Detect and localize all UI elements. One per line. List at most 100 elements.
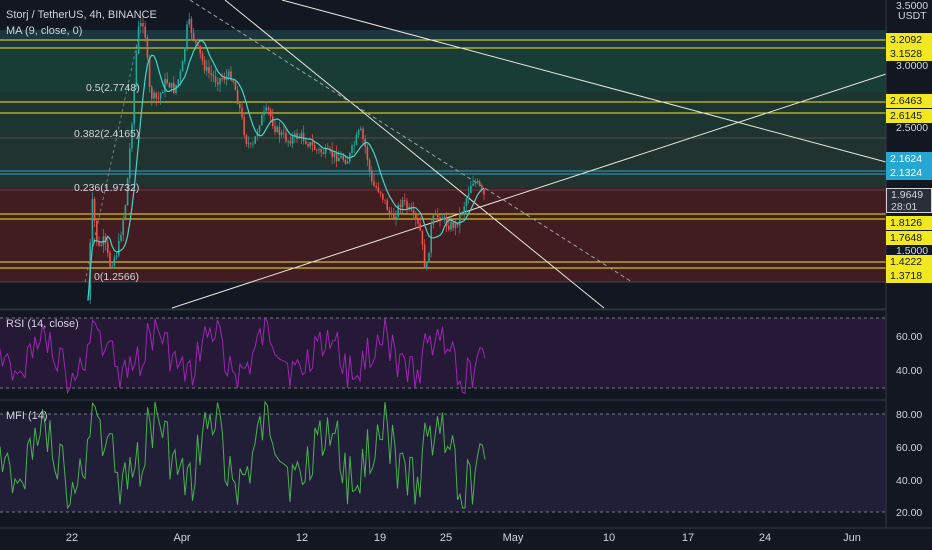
candle-body	[129, 148, 131, 179]
candle-body	[212, 74, 215, 77]
date-label-may: May	[502, 532, 524, 544]
candle-body	[100, 245, 102, 247]
candle-body	[243, 117, 245, 136]
price-tick-1-5: 1.5000	[896, 245, 929, 257]
candle-body	[208, 67, 210, 73]
candle-body	[296, 133, 298, 139]
candle-body	[214, 76, 217, 83]
candle-body	[285, 133, 287, 142]
mfi-line	[0, 400, 486, 510]
candle-body	[186, 24, 188, 48]
candle-body	[124, 205, 127, 219]
candle-body	[175, 84, 177, 94]
candle-body	[340, 155, 342, 158]
candle-body	[252, 143, 254, 145]
candle-body	[399, 204, 402, 208]
candle-body	[190, 18, 193, 34]
candle-body	[417, 219, 419, 224]
price-tag-1-7648: 1.7648	[886, 231, 932, 245]
date-label-25: 25	[439, 532, 453, 544]
candle-body	[342, 155, 344, 160]
candle-body	[153, 92, 155, 99]
candle-body	[122, 218, 124, 236]
candle-body	[289, 140, 292, 144]
candle-body	[188, 18, 190, 25]
candle-body	[355, 134, 358, 145]
candle-body	[250, 143, 252, 145]
candle-body	[395, 216, 397, 219]
candle-body	[192, 33, 195, 40]
trendline-ascending	[171, 73, 887, 309]
candle-body	[254, 136, 256, 144]
candle-body	[412, 210, 415, 214]
fib-zone-0236-0	[0, 188, 886, 282]
price-tick-2-5: 2.5000	[896, 122, 929, 134]
candle-body	[390, 213, 393, 215]
candle-body	[107, 242, 109, 253]
candle-body	[137, 26, 140, 54]
candle-body	[280, 132, 283, 136]
candle-body	[126, 178, 129, 206]
candle-body	[93, 199, 96, 221]
candle-body	[168, 83, 171, 88]
candle-body	[459, 213, 461, 226]
rsi-legend[interactable]: RSI (14, close)	[6, 318, 79, 330]
price-tag-1-3718: 1.3718	[886, 269, 932, 283]
candle-body	[201, 53, 204, 61]
candle-body	[144, 26, 146, 38]
candle-body	[98, 241, 100, 246]
date-label-24: 24	[758, 532, 772, 544]
candle-body	[302, 132, 305, 141]
rsi-tick-60: 60.00	[896, 331, 923, 343]
candle-body	[465, 198, 468, 207]
candle-body	[234, 82, 237, 91]
candle-body	[159, 93, 162, 99]
candle-body	[401, 200, 404, 208]
candle-body	[181, 61, 184, 72]
candle-body	[173, 82, 175, 94]
date-label-10: 10	[602, 532, 616, 544]
price-tag-2-1324: 2.1324	[886, 166, 932, 180]
candle-body	[118, 240, 120, 256]
candle-body	[219, 78, 221, 85]
ma-legend[interactable]: MA (9, close, 0)	[6, 25, 83, 37]
candle-body	[368, 159, 371, 171]
candle-body	[120, 235, 122, 241]
symbol-legend[interactable]: Storj / TetherUS, 4h, BINANCE	[6, 9, 157, 21]
fib-zone-05-0382	[0, 92, 886, 132]
candle-body	[351, 145, 353, 153]
candle-body	[353, 144, 355, 146]
candle-body	[362, 128, 364, 140]
fib-baseline-dashed	[84, 29, 141, 283]
candle-body	[203, 60, 206, 71]
candle-body	[478, 180, 481, 186]
candle-body	[421, 230, 424, 245]
candle-body	[140, 23, 142, 27]
current-price-tag: 1.9649 28:01	[886, 188, 932, 213]
candle-body	[307, 144, 309, 147]
candle-body	[206, 67, 208, 71]
candle-body	[404, 200, 406, 201]
candle-body	[463, 206, 465, 213]
trend-lines[interactable]	[84, 0, 887, 309]
price-tag-3-1528: 3.1528	[886, 47, 932, 61]
candle-body	[357, 129, 360, 135]
candle-body	[393, 214, 395, 219]
candle-body	[375, 185, 377, 188]
candle-body	[313, 145, 316, 150]
candle-body	[384, 199, 386, 201]
candle-body	[179, 71, 182, 80]
candle-body	[272, 116, 274, 126]
candle-body	[382, 193, 384, 200]
candle-body	[164, 79, 166, 92]
candle-body	[333, 152, 336, 157]
price-tag-1-8126: 1.8126	[886, 216, 932, 230]
candle-body	[430, 224, 432, 253]
date-label-22: 22	[65, 532, 79, 544]
candle-body	[232, 80, 234, 83]
mfi-legend[interactable]: MFI (14)	[6, 410, 48, 422]
trendline-descending-1	[224, 0, 605, 309]
candle-body	[379, 191, 382, 194]
candle-body	[311, 141, 314, 146]
